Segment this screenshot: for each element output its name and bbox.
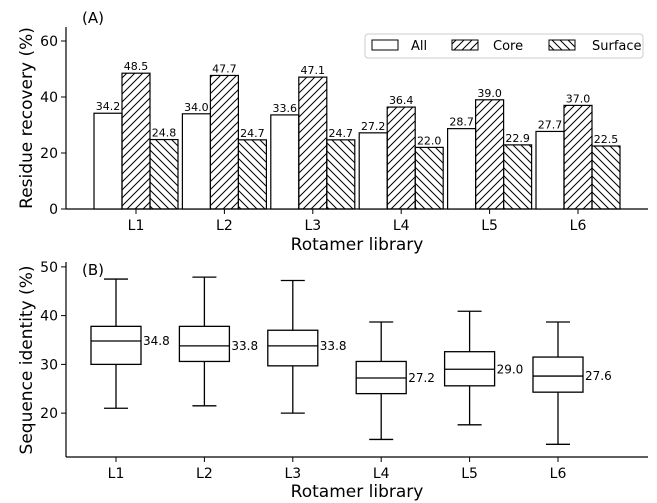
y-tick-label: 30 [40,357,58,373]
bar-surface [503,144,533,210]
bar-value-label: 27.7 [538,118,563,131]
x-tick-label: L2 [196,466,213,482]
y-axis-title: Sequence identity (%) [17,266,37,455]
iqr-box [90,325,142,366]
bar-value-label: 48.5 [124,60,149,73]
bar-value-label: 22.0 [417,134,442,147]
legend-swatch-core [451,39,479,51]
bar-value-label: 24.8 [152,127,177,140]
iqr-box [267,329,319,367]
box-l4: 27.2 [355,321,435,441]
legend: All Core Surface [364,33,644,59]
bar-surface [326,139,356,210]
x-tick-label: L6 [550,466,567,482]
bar-value-label: 33.6 [273,102,298,115]
bar-value-label: 24.7 [240,127,265,140]
bar-value-label: 28.7 [449,116,474,129]
bar-surface [591,145,621,210]
bar-core [209,74,239,210]
median-value-label: 33.8 [231,339,258,353]
bar-all [270,114,300,210]
box-l1: 34.8 [90,278,170,409]
panel-label: (A) [82,9,104,27]
iqr-box [178,325,231,363]
legend-swatch-surface [548,39,576,51]
bar-all [447,128,477,210]
bar-chart-panel: 0 20 40 60 L1 34.2 48.5 24.8 L2 34.0 47.7 24.7 L3 33.… [17,9,648,255]
box-l5: 29.0 [443,310,524,426]
x-tick-label: L2 [216,218,233,234]
bar-value-label: 37.0 [566,92,591,105]
box-l2: 33.8 [178,276,258,407]
panel-label: (B) [82,261,104,279]
x-tick-label: L4 [373,466,390,482]
y-tick-label: 50 [40,260,58,276]
iqr-box [532,356,584,393]
bar-core [386,106,416,210]
x-tick-label: L1 [108,466,125,482]
median-value-label: 29.0 [497,362,524,376]
y-axis-title: Residue recovery (%) [17,27,37,209]
median-value-label: 27.6 [585,369,612,383]
legend-label-core: Core [493,39,523,54]
bar-surface [237,139,267,210]
x-axis-title: Rotamer library [291,235,424,255]
bar-value-label: 22.9 [505,132,530,145]
y-tick-label: 20 [40,406,58,422]
bar-value-label: 27.2 [361,120,386,133]
legend-swatch-all [371,39,399,51]
bar-value-label: 47.1 [301,64,326,77]
bar-value-label: 47.7 [212,62,237,75]
x-tick-label: L1 [128,218,145,234]
bar-core [563,104,593,210]
bar-all [358,132,388,210]
y-tick-label: 40 [40,90,58,106]
bar-core [121,72,151,210]
bar-core [298,76,328,210]
median-value-label: 33.8 [320,339,347,353]
legend-label-all: All [411,39,427,54]
x-tick-label: L5 [461,466,478,482]
bar-value-label: 34.2 [96,100,121,113]
x-axis-title: Rotamer library [291,482,424,502]
bar-all [93,112,123,210]
y-tick-label: 60 [40,34,58,50]
bar-core [475,99,505,210]
legend-label-surface: Surface [592,39,642,54]
median-value-label: 27.2 [408,371,435,385]
bar-all [535,130,565,210]
bar-value-label: 36.4 [389,94,414,107]
bar-value-label: 22.5 [594,133,619,146]
bar-all [181,113,211,210]
y-tick-label: 0 [49,202,58,218]
y-tick-label: 20 [40,146,58,162]
x-tick-label: L5 [481,218,498,234]
x-tick-label: L6 [570,218,587,234]
box-plot-panel: 20 30 40 50 L1 34.8 L2 33.8 L3 33.8 L4 27.2 L5 29.0 L6… [17,260,648,502]
x-tick-label: L3 [304,218,321,234]
bar-value-label: 34.0 [184,101,209,114]
x-tick-label: L4 [393,218,410,234]
box-l6: 27.6 [532,321,612,445]
x-tick-label: L3 [284,466,301,482]
y-tick-label: 40 [40,309,58,325]
bar-value-label: 39.0 [477,87,502,100]
bar-surface [149,138,179,210]
bar-surface [414,146,444,210]
box-l3: 33.8 [267,279,347,414]
median-value-label: 34.8 [143,334,170,348]
bar-value-label: 24.7 [329,127,354,140]
